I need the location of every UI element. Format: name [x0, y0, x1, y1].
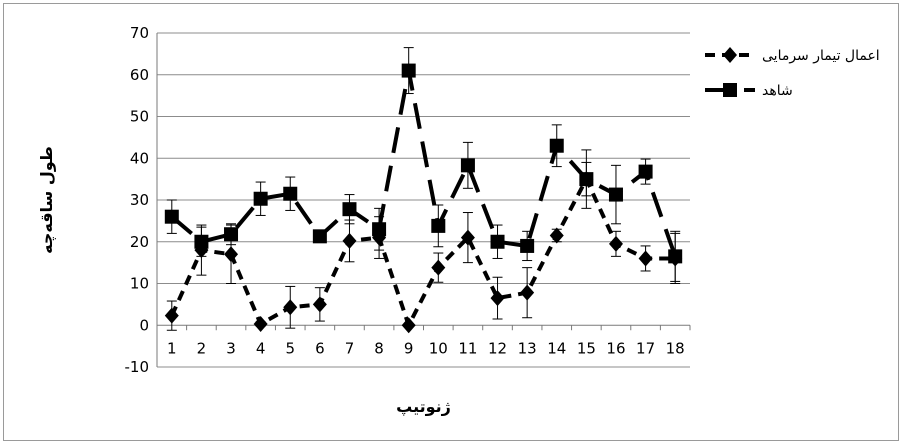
data-point — [608, 235, 623, 252]
x-tick-label: 10 — [429, 339, 448, 357]
series-line — [169, 177, 676, 328]
data-point — [164, 209, 179, 224]
data-point — [490, 234, 505, 249]
x-tick-label: 8 — [374, 339, 384, 357]
series-line — [170, 68, 678, 258]
data-point — [224, 227, 239, 242]
x-tick-label: 12 — [488, 339, 507, 357]
data-point — [253, 315, 268, 332]
legend-marker — [723, 83, 737, 97]
x-tick-label: 16 — [606, 339, 625, 357]
legend-marker — [723, 47, 737, 63]
x-tick-label: 7 — [345, 339, 355, 357]
data-point — [401, 317, 416, 334]
data-point — [579, 172, 594, 187]
y-tick-label: 50 — [130, 108, 149, 126]
legend-item: شاهد — [705, 83, 793, 99]
data-point — [608, 187, 623, 202]
x-tick-label: 9 — [404, 339, 414, 357]
x-tick-label: 14 — [547, 339, 566, 357]
data-point — [638, 250, 653, 267]
x-tick-label: 18 — [666, 339, 685, 357]
data-point — [520, 284, 535, 301]
y-tick-label: 30 — [130, 191, 149, 209]
data-point — [194, 234, 209, 249]
data-point — [164, 307, 179, 324]
data-point — [638, 164, 653, 179]
data-point — [460, 158, 475, 173]
y-tick-label: 20 — [130, 233, 149, 251]
data-point — [431, 259, 446, 276]
x-tick-label: 1 — [167, 339, 177, 357]
x-tick-label: 4 — [256, 339, 266, 357]
data-point — [224, 246, 239, 263]
legend-item: اعمال تیمار سرمایی — [705, 47, 880, 64]
y-tick-label: 40 — [130, 149, 149, 167]
y-axis-title: طول ساقه‌چه — [37, 146, 57, 254]
data-point — [520, 238, 535, 253]
data-point — [312, 296, 327, 313]
data-point — [342, 232, 357, 249]
data-point — [312, 229, 327, 244]
legend: اعمال تیمار سرمایی شاهد — [705, 47, 880, 99]
x-tick-label: 11 — [458, 339, 477, 357]
x-tick-label: 13 — [518, 339, 537, 357]
series-square — [164, 47, 683, 282]
y-tick-label: -10 — [125, 358, 150, 376]
y-tick-label: 10 — [130, 275, 149, 293]
x-tick-label: 2 — [197, 339, 207, 357]
x-tick-label: 5 — [285, 339, 295, 357]
y-tick-label: 70 — [130, 24, 149, 42]
x-tick-label: 3 — [226, 339, 236, 357]
data-point — [490, 290, 505, 307]
data-point — [372, 222, 387, 237]
series-layer — [164, 47, 683, 334]
data-point — [549, 138, 564, 153]
data-point — [460, 229, 475, 246]
data-point — [431, 218, 446, 233]
data-point — [342, 202, 357, 217]
data-point — [283, 186, 298, 201]
y-tick-label: 0 — [139, 316, 149, 334]
x-axis-title: ژنوتیپ — [396, 397, 451, 417]
data-point — [283, 299, 298, 316]
legend-label: شاهد — [762, 83, 793, 99]
data-point — [253, 191, 268, 206]
legend-label: اعمال تیمار سرمایی — [762, 48, 880, 64]
data-point — [549, 227, 564, 244]
data-point — [401, 63, 416, 78]
x-tick-label: 17 — [636, 339, 655, 357]
x-tick-label: 6 — [315, 339, 325, 357]
x-tick-label: 15 — [577, 339, 596, 357]
y-tick-label: 60 — [130, 66, 149, 84]
data-point — [668, 249, 683, 264]
chart-border — [3, 3, 899, 441]
